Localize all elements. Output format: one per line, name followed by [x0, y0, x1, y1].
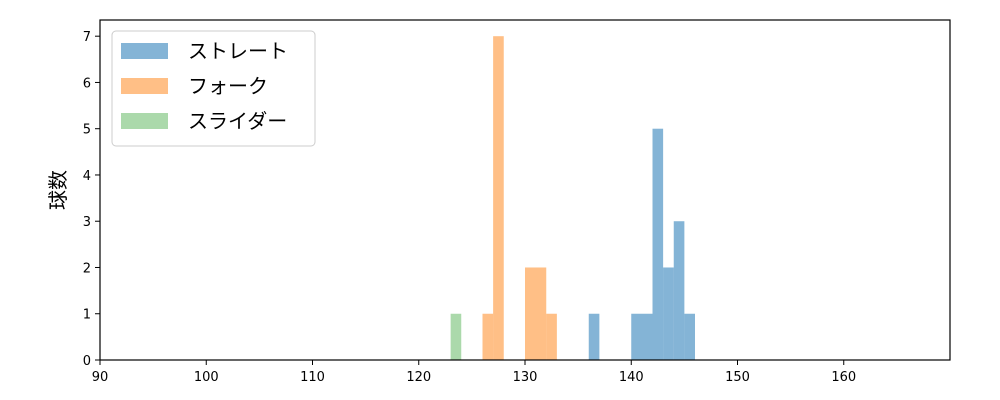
- bar-series-2-bin-0: [450, 313, 462, 360]
- bar-series-1-bin-3: [546, 313, 557, 360]
- bars-layer: [450, 36, 695, 360]
- bar-series-1-bin-2: [525, 267, 547, 360]
- bar-series-1-bin-0: [482, 313, 494, 360]
- y-tick-label-4: 4: [83, 169, 91, 184]
- y-tick-label-7: 7: [83, 30, 91, 45]
- x-tick-label-120: 120: [406, 370, 431, 385]
- x-tick-label-160: 160: [831, 370, 856, 385]
- y-tick-label-3: 3: [83, 215, 91, 230]
- x-tick-label-100: 100: [194, 370, 219, 385]
- legend-label-1: フォーク: [188, 74, 268, 98]
- bar-series-0-bin-4: [673, 221, 685, 360]
- x-tick-label-140: 140: [619, 370, 644, 385]
- bar-series-0-bin-1: [631, 313, 653, 360]
- legend-swatch-0: [121, 43, 168, 59]
- bar-series-0-bin-0: [588, 313, 600, 360]
- y-tick-label-0: 0: [83, 354, 91, 369]
- legend-label-0: ストレート: [188, 39, 288, 63]
- bar-series-0-bin-3: [663, 267, 674, 360]
- y-tick-label-1: 1: [83, 308, 91, 323]
- bar-series-1-bin-1: [493, 36, 504, 360]
- legend-swatch-2: [121, 113, 168, 129]
- y-axis-label: 球数: [46, 170, 70, 210]
- bar-series-0-bin-5: [684, 313, 695, 360]
- y-tick-label-5: 5: [83, 123, 91, 138]
- legend-box: [111, 30, 316, 147]
- x-tick-label-130: 130: [513, 370, 538, 385]
- x-tick-label-150: 150: [725, 370, 750, 385]
- legend-swatch-1: [121, 78, 168, 94]
- x-tick-label-110: 110: [300, 370, 325, 385]
- y-tick-label-6: 6: [83, 76, 91, 91]
- axes-layer: 90 100 110 120 130 140 150 160 0 1 2 3 4 5 6 7: [83, 19, 951, 385]
- bar-series-0-bin-2: [652, 128, 664, 360]
- y-tick-label-2: 2: [83, 261, 91, 276]
- legend-label-2: スライダー: [188, 109, 287, 133]
- x-tick-label-90: 90: [92, 370, 109, 385]
